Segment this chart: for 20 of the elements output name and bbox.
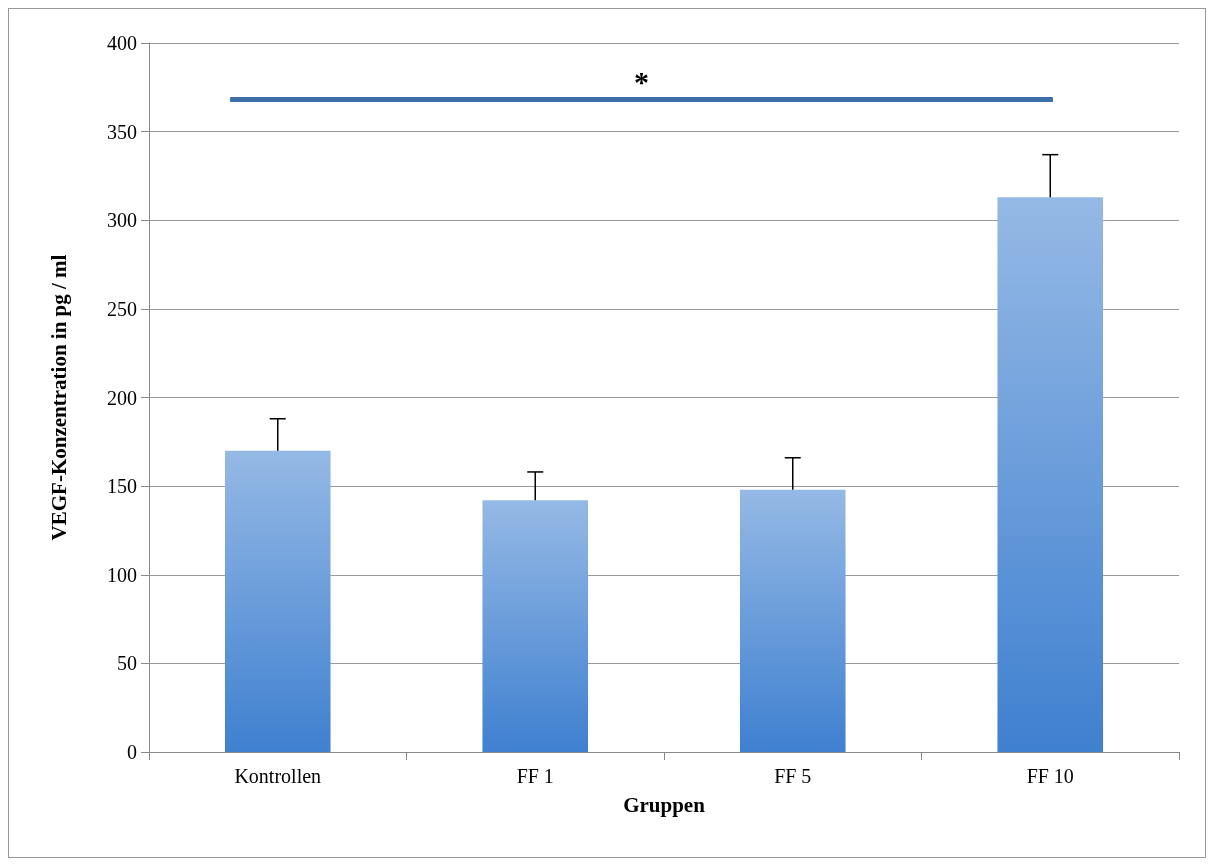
y-tick-label: 150: [107, 475, 137, 498]
bar: [224, 450, 331, 752]
x-tick-label: FF 5: [774, 765, 812, 787]
annotation: *: [633, 65, 650, 99]
y-tick-label: 100: [107, 563, 137, 586]
y-tick-label: 300: [107, 209, 137, 232]
bar: [739, 489, 846, 752]
bar: [482, 500, 589, 752]
x-tick-label: FF 1: [516, 765, 554, 787]
y-tick-label: 250: [107, 297, 137, 320]
y-tick-label: 400: [107, 32, 137, 54]
x-tick-label: Kontrollen: [234, 765, 322, 787]
y-tick-label: 200: [107, 386, 137, 409]
y-axis-title: VEGF-Konzentration in pg / ml: [46, 254, 71, 541]
y-tick-label: 0: [127, 741, 137, 763]
bar: [997, 197, 1104, 752]
x-tick-label: FF 10: [1026, 765, 1074, 787]
y-tick-label: 50: [117, 652, 137, 675]
x-axis-title: Gruppen: [623, 792, 706, 817]
y-tick-label: 350: [107, 120, 137, 143]
